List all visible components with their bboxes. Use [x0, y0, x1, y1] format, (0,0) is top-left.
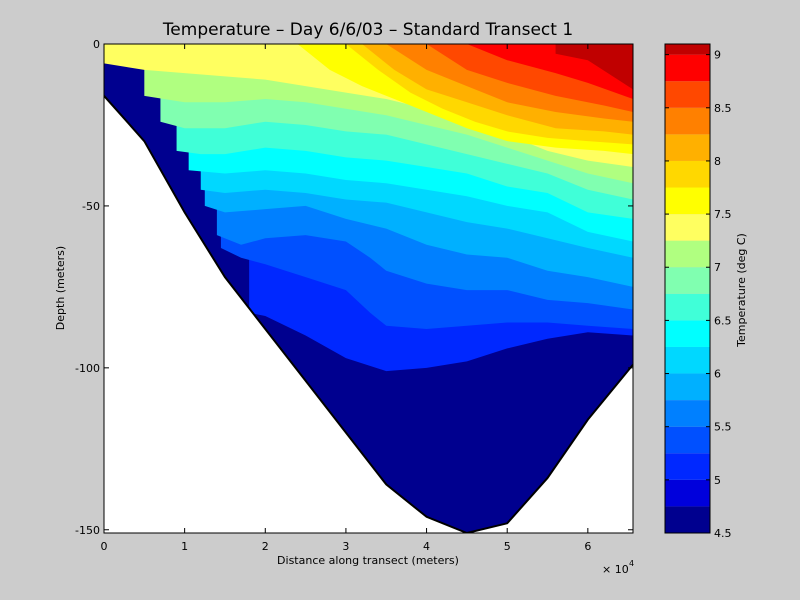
y-tick-label: -50 [82, 200, 100, 213]
x-tick-label: 6 [584, 540, 591, 553]
y-axis: 0 -50 -100 -150 [75, 38, 633, 537]
colorbar-tick-label: 5 [714, 474, 721, 487]
x-multiplier-exp: 4 [629, 559, 634, 568]
colorbar-swatch [665, 479, 710, 507]
colorbar-tick-label: 8.5 [714, 102, 732, 115]
y-tick-label: 0 [93, 38, 100, 51]
x-tick-label: 0 [101, 540, 108, 553]
colorbar [664, 43, 711, 534]
colorbar-swatch [665, 160, 710, 188]
colorbar-tick-label: 7 [714, 261, 721, 274]
x-multiplier: × 10 4 [602, 559, 634, 576]
colorbar-swatch [665, 187, 710, 215]
seafloor-mask-layer [104, 95, 633, 533]
y-tick-label: -150 [75, 524, 100, 537]
x-axis: 0 1 2 3 4 5 6 [101, 44, 591, 553]
x-multiplier-base: × 10 [602, 563, 629, 576]
colorbar-axis: 4.5 5 5.5 6 6.5 7 7.5 8 8.5 9 [665, 49, 732, 540]
colorbar-swatch [665, 267, 710, 294]
colorbar-swatch [665, 134, 710, 161]
colorbar-swatch [665, 214, 710, 241]
colorbar-tick-label: 7.5 [714, 208, 732, 221]
colorbar-swatch [665, 400, 710, 427]
colorbar-swatch [665, 426, 710, 454]
seafloor-line [104, 95, 633, 533]
colorbar-frame [664, 43, 711, 534]
plot-frame [103, 43, 634, 534]
x-tick-label: 1 [181, 540, 188, 553]
x-tick-label: 5 [504, 540, 511, 553]
colorbar-swatch [665, 506, 710, 533]
colorbar-swatch [665, 107, 710, 135]
colorbar-swatch [665, 81, 710, 108]
colorbar-tick-label: 6.5 [714, 314, 732, 327]
colorbar-tick-label: 8 [714, 155, 721, 168]
y-axis-label: Depth (meters) [54, 246, 67, 330]
seafloor-mask [104, 95, 633, 533]
y-tick-label: -100 [75, 362, 100, 375]
colorbar-swatch [665, 453, 710, 480]
contour-band-8.75 [555, 44, 633, 90]
x-tick-label: 4 [423, 540, 430, 553]
colorbar-swatch [665, 346, 710, 374]
colorbar-swatch [665, 44, 710, 55]
colorbar-swatch [665, 54, 710, 82]
x-tick-label: 2 [262, 540, 269, 553]
x-axis-label: Distance along transect (meters) [277, 554, 459, 567]
colorbar-swatch [665, 320, 710, 347]
colorbar-tick-label: 9 [714, 49, 721, 62]
contour-fill-layer [104, 44, 633, 533]
colorbar-tick-label: 5.5 [714, 421, 732, 434]
colorbar-label: Temperature (deg C) [735, 233, 748, 348]
colorbar-swatch [665, 240, 710, 268]
chart-title: Temperature – Day 6/6/03 – Standard Tran… [162, 20, 573, 40]
colorbar-swatch [665, 373, 710, 401]
x-tick-label: 3 [342, 540, 349, 553]
colorbar-swatch [665, 293, 710, 321]
colorbar-tick-label: 6 [714, 368, 721, 381]
colorbar-tick-label: 4.5 [714, 527, 732, 540]
